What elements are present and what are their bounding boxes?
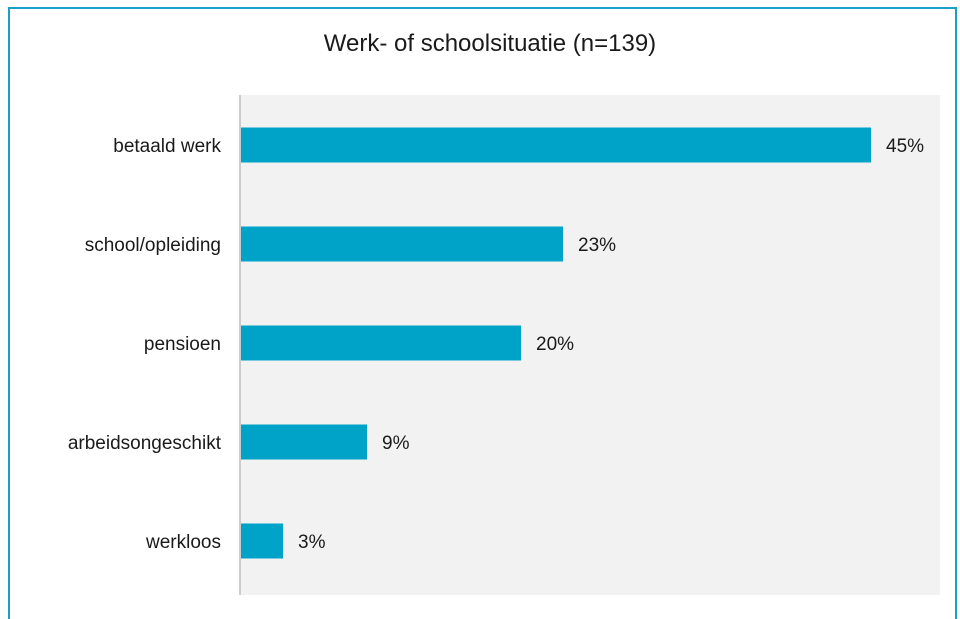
value-label: 20% — [536, 334, 574, 355]
category-label: werkloos — [145, 532, 221, 553]
category-label: betaald werk — [113, 136, 221, 157]
value-label: 45% — [886, 136, 924, 157]
chart-title: Werk- of schoolsituatie (n=139) — [323, 30, 657, 57]
bar — [241, 325, 521, 361]
category-label: school/opleiding — [85, 235, 221, 256]
category-label: arbeidsongeschikt — [68, 433, 222, 454]
bar — [241, 127, 871, 163]
bar — [241, 226, 563, 262]
bar — [241, 523, 283, 559]
bar — [241, 424, 367, 460]
chart-frame — [8, 7, 957, 619]
category-label: pensioen — [144, 334, 221, 355]
value-label: 23% — [578, 235, 616, 256]
value-label: 9% — [382, 433, 410, 454]
value-label: 3% — [298, 532, 326, 553]
